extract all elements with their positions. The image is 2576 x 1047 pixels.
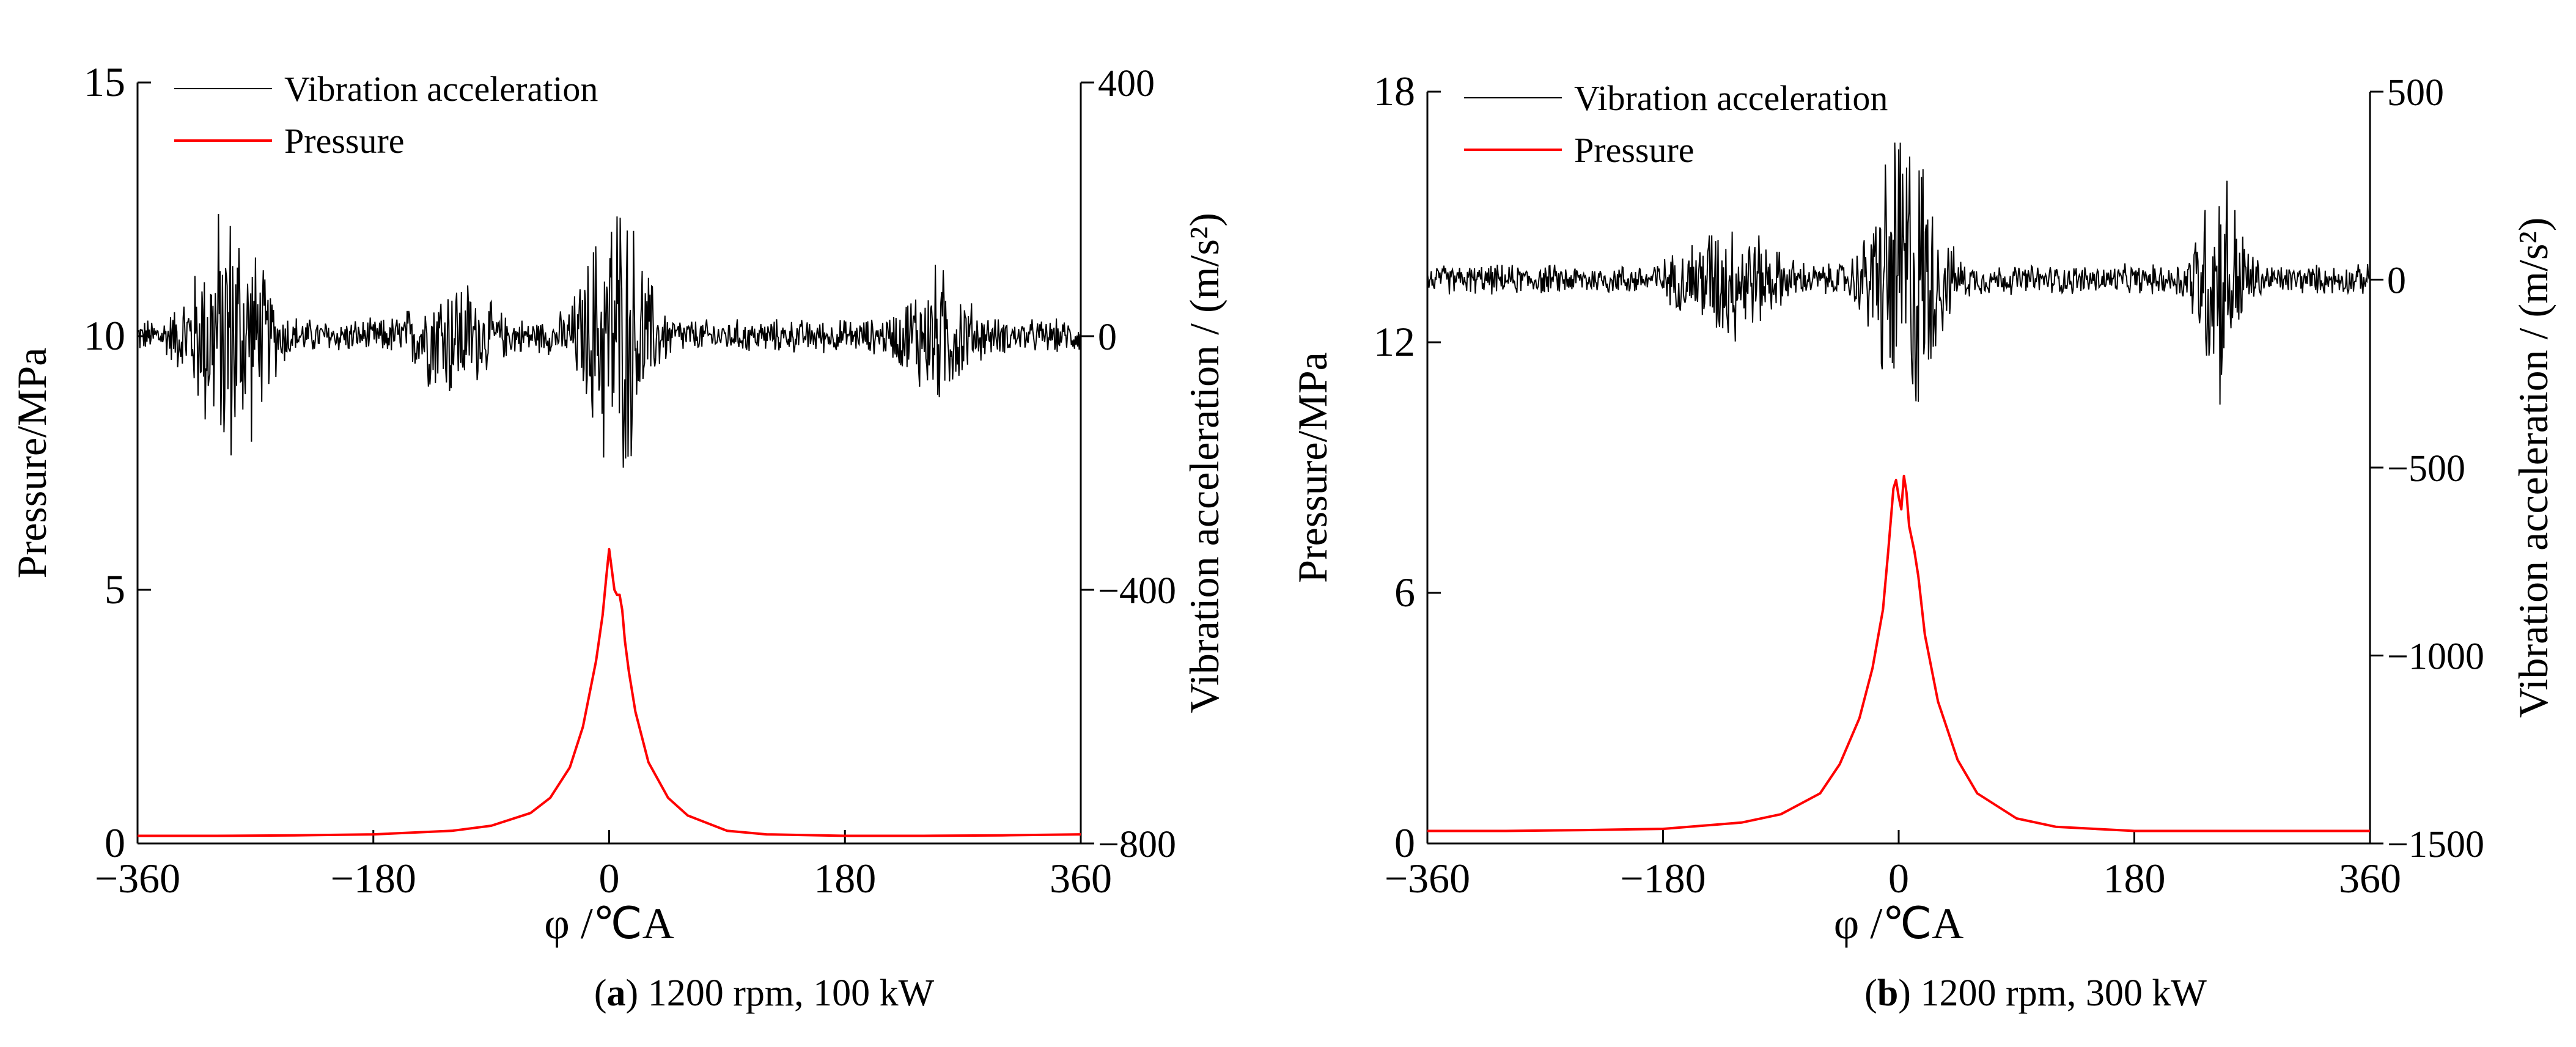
- chart-a-x-axis-title: φ /℃A: [544, 899, 674, 948]
- chart-b-x-axis-title: φ /℃A: [1834, 899, 1963, 948]
- chart-b-x-tick-label: −180: [1620, 855, 1706, 902]
- chart-b-series-pressure: [1427, 474, 2370, 832]
- chart-a-y-left-axis-title: Pressure/MPa: [9, 348, 55, 579]
- chart-b-y-left-tick-label: 12: [1374, 318, 1415, 365]
- chart-b-y-left-tick-label: 18: [1374, 68, 1415, 114]
- chart-a-y-left-tick-label: 10: [84, 312, 125, 359]
- caption-a-text: 1200 rpm, 100 kW: [638, 972, 935, 1014]
- chart-b-x-tick-label: 180: [2103, 855, 2166, 902]
- chart-b-y-right-tick-label: 500: [2387, 72, 2444, 114]
- chart-a-y-left-tick-label: 0: [105, 820, 125, 866]
- chart-b-y-left-tick-label: 6: [1394, 569, 1415, 615]
- chart-b-y-right-tick-label: 0: [2387, 260, 2406, 302]
- chart-a-series-vibration: [137, 213, 1081, 468]
- caption-a-label: a: [606, 972, 626, 1014]
- chart-a-x-tick-label: 180: [814, 855, 876, 902]
- chart-b-legend-label: Pressure: [1574, 130, 1695, 170]
- chart-b-y-right-tick-label: −1500: [2387, 824, 2484, 865]
- chart-b-x-tick-label: −360: [1385, 855, 1470, 902]
- chart-b-x-tick-label: 0: [1888, 855, 1909, 902]
- caption-b: (b) 1200 rpm, 300 kW: [1864, 972, 2207, 1014]
- chart-b-y-left-tick-label: 0: [1394, 820, 1415, 866]
- chart-a-y-right-tick-label: −400: [1098, 570, 1176, 612]
- chart-a-y-right-tick-label: 0: [1098, 317, 1117, 358]
- chart-b-x-tick-label: 360: [2339, 855, 2401, 902]
- chart-a-x-tick-label: 360: [1050, 855, 1112, 902]
- caption-a: (a) 1200 rpm, 100 kW: [594, 972, 935, 1014]
- caption-b-text: 1200 rpm, 300 kW: [1910, 972, 2207, 1014]
- chart-b-series-vibration: [1427, 142, 2370, 405]
- chart-b-legend-label: Vibration acceleration: [1574, 78, 1888, 118]
- chart-b-y-right-axis-title: Vibration acceleration / (m/s²): [2510, 218, 2556, 718]
- chart-a-x-tick-label: −180: [331, 855, 416, 902]
- chart-a-y-right-axis-title: Vibration acceleration / (m/s²): [1181, 213, 1227, 713]
- chart-a-y-left-tick-label: 15: [84, 59, 125, 105]
- chart-a-y-right-tick-label: 400: [1098, 63, 1155, 105]
- chart-a-legend-label: Pressure: [284, 121, 405, 161]
- chart-a-x-tick-label: 0: [599, 855, 620, 902]
- chart-a-y-right-tick-label: −800: [1098, 824, 1176, 865]
- chart-b-y-right-tick-label: −500: [2387, 448, 2465, 490]
- chart-b-y-left-axis-title: Pressure/MPa: [1289, 352, 1336, 583]
- chart-a-series-pressure: [138, 548, 1081, 837]
- chart-b-y-right-tick-label: −1000: [2387, 636, 2484, 678]
- chart-a-x-tick-label: −360: [95, 855, 180, 902]
- chart-a-y-left-tick-label: 5: [105, 566, 125, 612]
- caption-b-label: b: [1877, 972, 1899, 1014]
- chart-a-legend-label: Vibration acceleration: [284, 69, 598, 109]
